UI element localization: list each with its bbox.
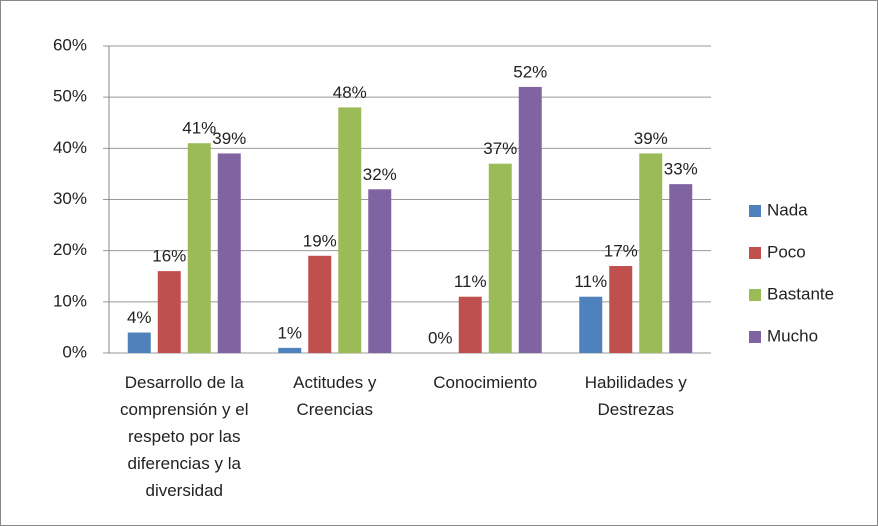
data-label: 17% <box>604 242 638 261</box>
data-label: 11% <box>454 272 487 291</box>
data-label: 33% <box>664 160 698 179</box>
bar <box>217 153 241 353</box>
y-tick-label: 0% <box>62 342 87 361</box>
bar <box>488 163 512 353</box>
data-label: 0% <box>428 328 453 347</box>
data-label: 37% <box>483 139 517 158</box>
x-tick-label: Desarrollo de la comprensión y el respet… <box>119 373 249 500</box>
bar <box>518 86 542 353</box>
data-label: 32% <box>363 165 397 184</box>
x-tick-label: Habilidades y Destrezas <box>584 373 687 419</box>
bar <box>609 266 633 353</box>
bar <box>338 107 362 354</box>
legend-swatch <box>749 331 761 343</box>
y-tick-label: 50% <box>53 87 87 106</box>
bar <box>157 271 181 353</box>
data-label: 39% <box>212 129 246 148</box>
data-label: 1% <box>277 323 302 342</box>
y-tick-label: 10% <box>53 291 87 310</box>
data-label: 39% <box>634 129 668 148</box>
data-label: 11% <box>574 272 607 291</box>
bar <box>669 184 693 353</box>
y-tick-label: 60% <box>53 35 87 54</box>
x-tick-label: Conocimiento <box>433 373 538 392</box>
legend-label: Bastante <box>767 284 834 303</box>
y-tick-label: 30% <box>53 189 87 208</box>
bar <box>308 255 332 353</box>
bar <box>368 189 392 353</box>
bar <box>187 143 211 353</box>
data-label: 4% <box>127 308 152 327</box>
bar <box>639 153 663 353</box>
legend-swatch <box>749 247 761 259</box>
data-label: 19% <box>303 231 337 250</box>
x-tick-label: Actitudes y Creencias <box>293 373 377 419</box>
bar <box>458 296 482 353</box>
data-label: 16% <box>152 247 186 266</box>
legend-label: Mucho <box>767 326 818 345</box>
bar <box>127 332 151 353</box>
bar <box>579 296 603 353</box>
legend-swatch <box>749 289 761 301</box>
data-label: 52% <box>513 62 547 81</box>
data-label: 41% <box>182 119 216 138</box>
y-tick-label: 20% <box>53 240 87 259</box>
bar <box>278 347 302 353</box>
legend-label: Nada <box>767 200 808 219</box>
y-tick-label: 40% <box>53 138 87 157</box>
legend-swatch <box>749 205 761 217</box>
data-label: 48% <box>333 83 367 102</box>
legend-label: Poco <box>767 242 806 261</box>
